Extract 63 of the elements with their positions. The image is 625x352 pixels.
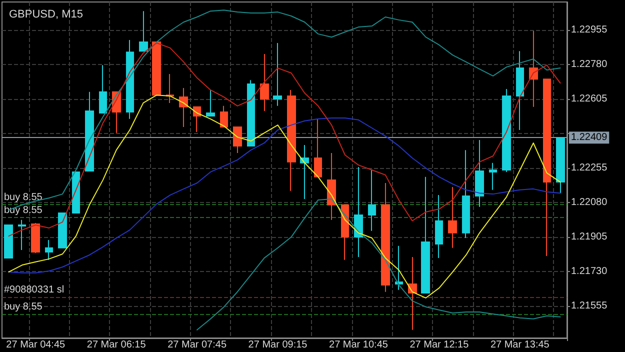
- y-tick-label: 1.21730: [571, 266, 608, 278]
- y-tick-label: 1.21555: [571, 300, 608, 312]
- candlestick: [475, 140, 484, 208]
- x-tick-label: 27 Mar 04:45: [6, 340, 66, 350]
- candlestick: [72, 171, 80, 214]
- x-tick-label: 27 Mar 12:15: [410, 340, 470, 350]
- candlestick: [45, 240, 53, 260]
- candlestick: [368, 170, 376, 232]
- candlestick: [126, 40, 134, 120]
- x-tick-label: 27 Mar 09:15: [248, 340, 308, 350]
- candlestick: [556, 137, 565, 194]
- candlestick: [4, 224, 13, 258]
- candlestick: [58, 212, 67, 248]
- candlestick: [314, 118, 322, 178]
- candlestick: [516, 50, 524, 130]
- y-tick-label: 1.22080: [571, 197, 608, 208]
- x-tick-label: 27 Mar 10:45: [329, 340, 388, 350]
- candlestick: [166, 73, 174, 104]
- candlestick: [85, 91, 94, 172]
- ref-line-label: 1.22409: [571, 132, 608, 144]
- candlestick: [529, 30, 538, 108]
- candlestick: [435, 194, 443, 258]
- candlestick: [220, 105, 228, 128]
- candlestick: [99, 64, 107, 114]
- ref-line-label: buy 8.55: [4, 205, 43, 216]
- candlestick: [233, 126, 242, 154]
- candlestick: [421, 176, 430, 294]
- candlestick: [193, 106, 201, 132]
- candlestick: [260, 54, 269, 112]
- candlestick: [152, 42, 161, 96]
- ref-line-label: #90880331 sl: [4, 284, 64, 296]
- candlestick: [543, 78, 551, 256]
- ref-line-label: buy 8.55: [4, 302, 43, 313]
- candlestick: [300, 144, 309, 200]
- ref-line-label: buy 8.55: [4, 192, 43, 204]
- candlestick: [139, 10, 148, 52]
- candlestick: [287, 89, 296, 192]
- y-tick-label: 1.22605: [571, 94, 608, 105]
- y-tick-label: 1.21905: [571, 232, 608, 243]
- candlestick: [354, 166, 363, 258]
- candlestick: [206, 89, 215, 116]
- y-tick-label: 1.22780: [571, 59, 608, 70]
- candlestick: [395, 245, 403, 290]
- x-tick-label: 27 Mar 06:15: [86, 340, 146, 350]
- candlestick: [179, 87, 188, 128]
- candlestick: [273, 42, 282, 106]
- candlestick: [341, 204, 349, 260]
- candlestick: [448, 186, 457, 248]
- text: GBPUSD, M15: [9, 8, 83, 20]
- candlestick: [327, 152, 336, 220]
- candlestick: [502, 88, 511, 172]
- candlestick: [408, 256, 417, 330]
- candlestick: [381, 182, 390, 292]
- candlestick: [247, 80, 255, 146]
- x-tick-label: 27 Mar 13:45: [490, 340, 550, 350]
- candlestick: [489, 162, 497, 190]
- y-tick-label: 1.22255: [571, 162, 608, 174]
- candlestick: [18, 219, 26, 251]
- candlestick: [31, 222, 40, 254]
- candlestick: [462, 150, 470, 239]
- x-tick-label: 27 Mar 07:45: [168, 340, 227, 350]
- y-tick-label: 1.22955: [571, 24, 608, 36]
- line-series: [196, 198, 561, 330]
